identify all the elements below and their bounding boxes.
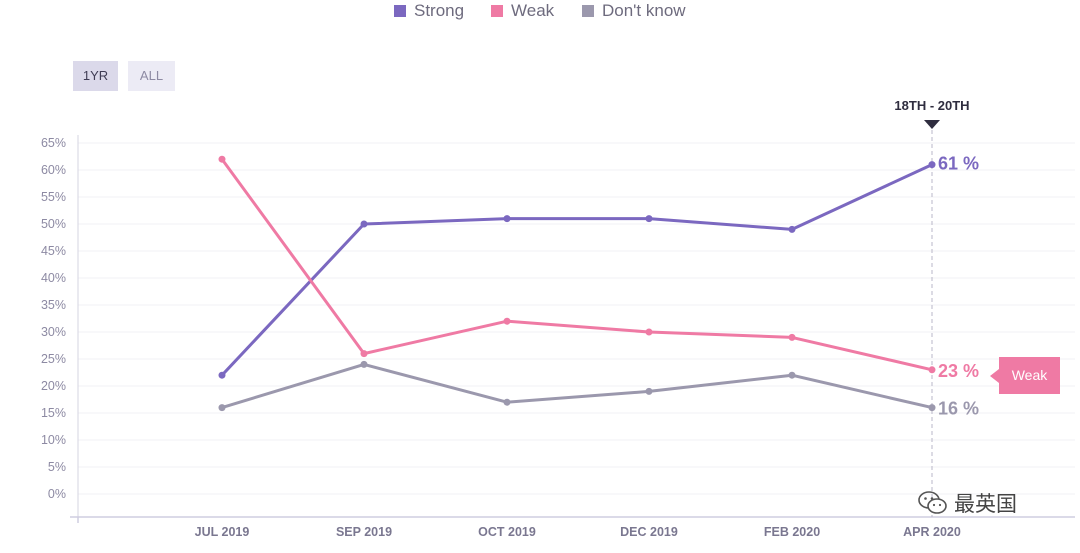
data-point-don-t-know[interactable] — [788, 371, 796, 379]
y-tick-label: 20% — [41, 379, 66, 393]
watermark-text: 最英国 — [954, 492, 1017, 516]
data-point-strong[interactable] — [788, 225, 796, 233]
data-point-don-t-know[interactable] — [928, 404, 936, 412]
data-point-weak[interactable] — [788, 333, 796, 341]
y-tick-label: 60% — [41, 163, 66, 177]
y-tick-label: 0% — [48, 487, 66, 501]
series-line-don-t-know — [220, 362, 934, 410]
date-marker-label: 18TH - 20TH — [894, 98, 969, 113]
legend-label-dont-know: Don't know — [602, 1, 686, 20]
y-tick-label: 45% — [41, 244, 66, 258]
y-axis-ticks: 0% 5% 10% 15% 20% 25% 30% 35% 40% 45% 50% 55% 60% 65% — [41, 136, 66, 501]
data-point-strong[interactable] — [503, 215, 511, 223]
data-point-strong[interactable] — [360, 220, 368, 228]
data-point-weak[interactable] — [928, 366, 936, 374]
axes — [70, 135, 1075, 523]
y-tick-label: 10% — [41, 433, 66, 447]
gridlines — [78, 142, 1075, 495]
x-tick-label: DEC 2019 — [620, 525, 678, 539]
chart-legend: Strong Weak Don't know — [0, 0, 1080, 22]
y-tick-label: 55% — [41, 190, 66, 204]
y-tick-label: 25% — [41, 352, 66, 366]
series-lines — [218, 155, 936, 412]
series-tooltip: Weak — [990, 357, 1060, 394]
data-point-don-t-know[interactable] — [360, 360, 368, 368]
y-tick-label: 50% — [41, 217, 66, 231]
series-line-strong — [220, 163, 934, 377]
legend-item-strong[interactable]: Strong — [394, 1, 464, 21]
x-tick-label: FEB 2020 — [764, 525, 820, 539]
end-label-weak: 23 % — [938, 361, 979, 381]
data-point-weak[interactable] — [645, 328, 653, 336]
series-line-weak — [220, 157, 934, 372]
legend-swatch-dont-know — [582, 5, 594, 17]
data-point-strong[interactable] — [218, 371, 226, 379]
y-tick-label: 15% — [41, 406, 66, 420]
y-tick-label: 65% — [41, 136, 66, 150]
x-tick-label: SEP 2019 — [336, 525, 392, 539]
x-tick-label: OCT 2019 — [478, 525, 536, 539]
x-tick-label: APR 2020 — [903, 525, 961, 539]
y-tick-label: 40% — [41, 271, 66, 285]
data-point-weak[interactable] — [503, 317, 511, 325]
legend-item-dont-know[interactable]: Don't know — [582, 1, 686, 21]
range-button-1yr[interactable]: 1YR — [73, 61, 118, 91]
legend-label-weak: Weak — [511, 1, 555, 20]
data-point-don-t-know[interactable] — [218, 404, 226, 412]
data-point-strong[interactable] — [928, 161, 936, 169]
data-point-don-t-know[interactable] — [645, 387, 653, 395]
end-label-strong: 61 % — [938, 154, 979, 174]
range-button-all[interactable]: ALL — [128, 61, 175, 91]
watermark: 最英国 — [918, 488, 1017, 518]
data-point-weak[interactable] — [218, 155, 226, 163]
wechat-icon — [918, 491, 947, 514]
data-point-don-t-know[interactable] — [503, 398, 511, 406]
date-marker-arrow — [924, 120, 940, 129]
end-label-don-t-know: 16 % — [938, 399, 979, 419]
legend-label-strong: Strong — [414, 1, 465, 20]
x-axis-ticks: JUL 2019 SEP 2019 OCT 2019 DEC 2019 FEB 2020… — [195, 525, 961, 539]
legend-item-weak[interactable]: Weak — [491, 1, 554, 21]
x-tick-label: JUL 2019 — [195, 525, 250, 539]
data-point-strong[interactable] — [645, 215, 653, 223]
series-end-labels: 61 % 23 % 16 % — [938, 154, 979, 419]
legend-swatch-strong — [394, 5, 406, 17]
legend-swatch-weak — [491, 5, 503, 17]
y-tick-label: 35% — [41, 298, 66, 312]
y-tick-label: 30% — [41, 325, 66, 339]
data-point-weak[interactable] — [360, 350, 368, 358]
y-tick-label: 5% — [48, 460, 66, 474]
